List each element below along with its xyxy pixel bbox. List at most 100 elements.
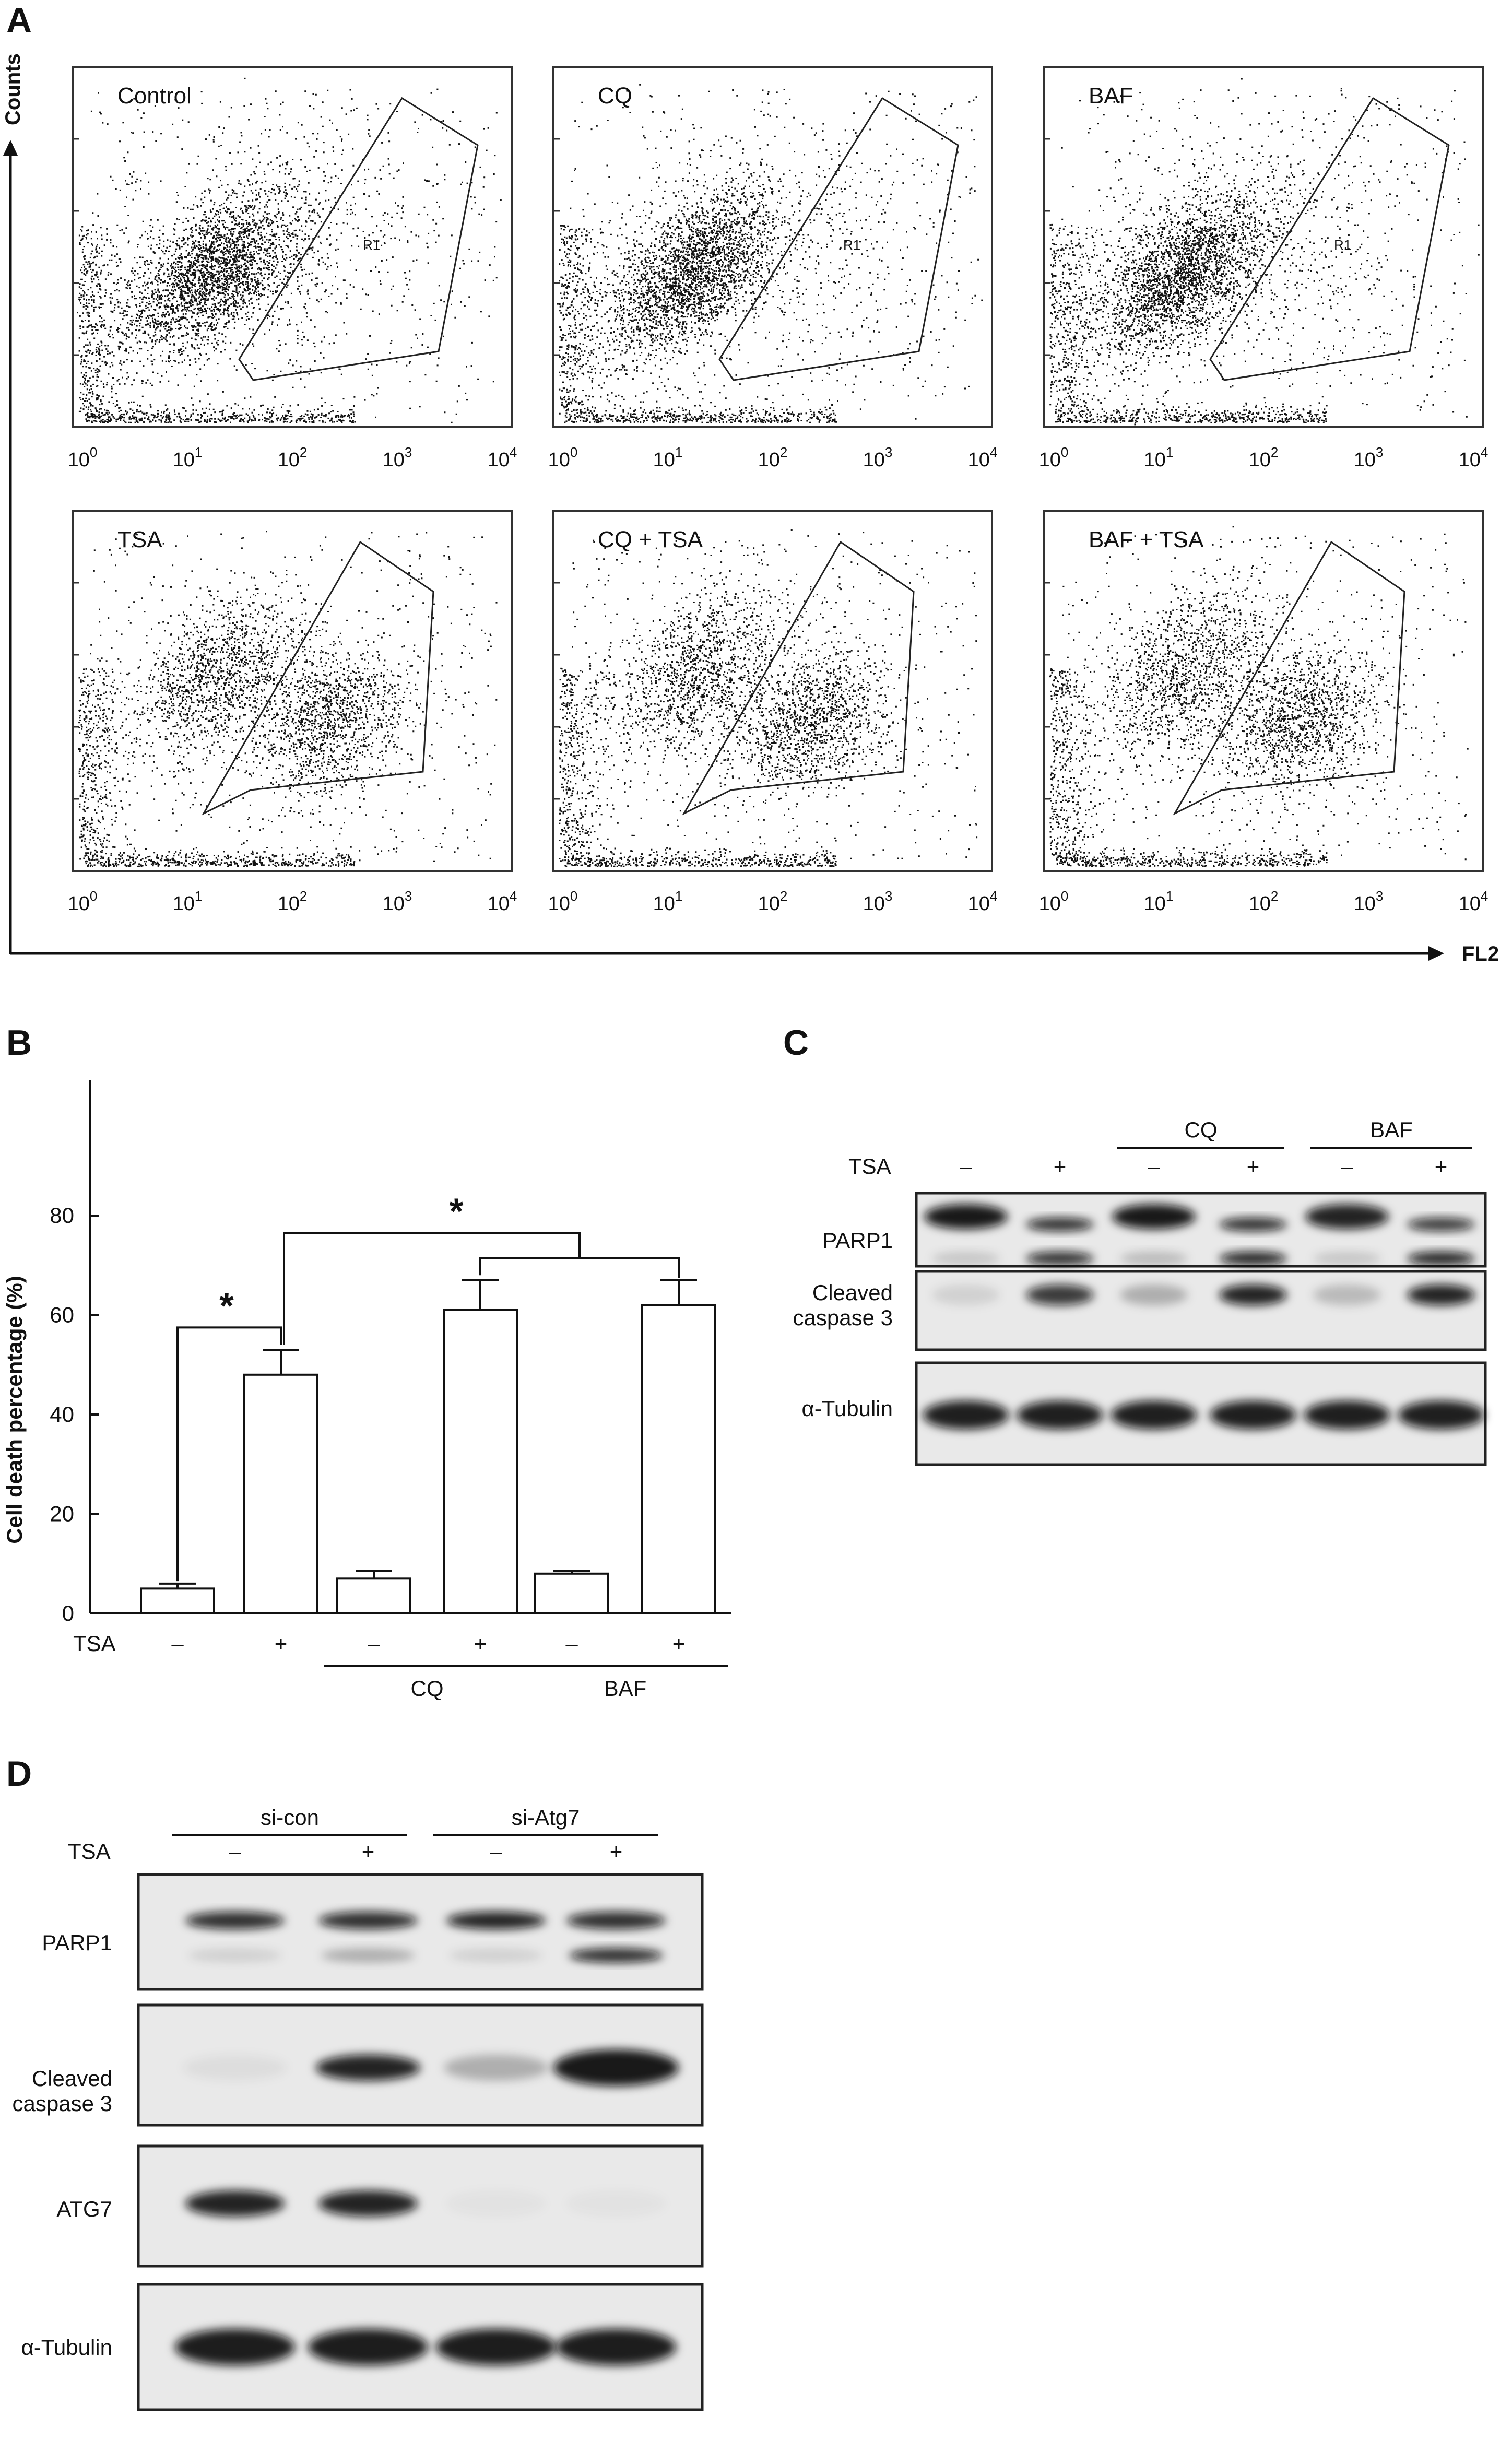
blot-d-band-label: caspase 3 xyxy=(13,2091,112,2116)
atg7-band xyxy=(446,2190,546,2217)
flow-plot-cq-tsa: CQ + TSA 100 101 102 103 104 xyxy=(548,510,998,915)
bar-5 xyxy=(641,1304,716,1614)
significance-bracket-2 xyxy=(283,1232,581,1345)
gate-label: R1 xyxy=(363,237,380,253)
bar-1 xyxy=(243,1373,318,1615)
parp1-cleaved-band xyxy=(1313,1252,1381,1265)
parp1-band xyxy=(1305,1204,1389,1229)
x-tick-label: 100 xyxy=(548,888,578,915)
tubulin-band xyxy=(923,1400,1009,1430)
gate-label: R1 xyxy=(1334,237,1351,253)
group-label: BAF xyxy=(604,1676,647,1701)
parp1-cleaved-band xyxy=(449,1948,543,1963)
caspase3-band xyxy=(1026,1284,1094,1305)
blot-d-lane-sign: – xyxy=(229,1839,241,1864)
blot-c-tsa-label: TSA xyxy=(848,1154,891,1178)
caspase3-band xyxy=(932,1284,1000,1305)
blot-c-lane-sign: + xyxy=(1435,1154,1448,1178)
tubulin-band xyxy=(1111,1400,1197,1430)
r1-gate xyxy=(1173,540,1405,816)
group-label: CQ xyxy=(411,1676,444,1701)
x-tick-label: 101 xyxy=(173,888,203,915)
condition-label: CQ xyxy=(598,83,632,109)
tsa-lane-sign: – xyxy=(171,1631,184,1656)
blot-c-lane-sign: – xyxy=(960,1154,972,1178)
parp1-band xyxy=(924,1204,1008,1229)
x-tick-label: 100 xyxy=(68,888,98,915)
tubulin-band xyxy=(436,2329,556,2365)
flow-plot-tsa: TSA 100 101 102 103 104 xyxy=(68,510,517,915)
x-tick-label: 101 xyxy=(173,444,203,471)
caspase3-band xyxy=(1313,1284,1381,1305)
flow-plot-baf: R1 BAF 100 101 102 103 104 xyxy=(1039,66,1488,471)
counts-arrowhead xyxy=(3,140,18,156)
tubulin-band xyxy=(308,2329,428,2365)
x-tick-label: 101 xyxy=(1144,888,1174,915)
tsa-lane-sign: – xyxy=(565,1631,578,1656)
tubulin-band xyxy=(1304,1400,1390,1430)
bar-0 xyxy=(140,1587,215,1614)
parp1-band xyxy=(1026,1218,1094,1231)
x-tick-label: 102 xyxy=(1249,888,1279,915)
x-tick-label: 101 xyxy=(1144,444,1174,471)
x-tick-label: 102 xyxy=(758,888,788,915)
blot-c-band-label: Cleaved xyxy=(812,1280,893,1305)
blot-d-band-label: Cleaved xyxy=(32,2066,112,2091)
parp1-band xyxy=(1407,1218,1475,1231)
blot-d-lane-sign: – xyxy=(490,1839,502,1864)
y-axis-label: Cell death percentage (%) xyxy=(2,1276,27,1543)
r1-gate xyxy=(1209,97,1450,381)
tubulin-band xyxy=(556,2329,676,2365)
r1-gate xyxy=(238,97,479,381)
parp1-cleaved-band xyxy=(1120,1252,1188,1265)
x-tick-label: 100 xyxy=(1039,444,1069,471)
tubulin-band xyxy=(175,2329,295,2365)
panel-label-a: A xyxy=(6,1,32,40)
parp1-cleaved-band xyxy=(188,1948,282,1963)
counts-axis-label: Counts xyxy=(2,53,25,125)
parp1-band xyxy=(1112,1204,1196,1229)
blot-c-band-label: caspase 3 xyxy=(793,1305,893,1330)
parp1-band xyxy=(185,1912,285,1929)
tsa-lane-sign: + xyxy=(672,1631,686,1656)
blot-d-tsa-label: TSA xyxy=(68,1839,111,1864)
blot-c-band-label: α-Tubulin xyxy=(802,1396,893,1421)
tubulin-band xyxy=(1398,1400,1484,1430)
y-tick-label: 0 xyxy=(62,1601,74,1625)
x-tick-label: 103 xyxy=(1354,888,1384,915)
blot-d-lane-sign: + xyxy=(362,1839,375,1864)
x-tick-label: 103 xyxy=(383,444,412,471)
y-tick-label: 20 xyxy=(50,1502,74,1526)
x-tick-label: 104 xyxy=(968,888,998,915)
cell-death-bar-chart: Cell death percentage (%) TSA 0 20 40 60 80 –… xyxy=(2,1080,731,1701)
caspase3-band xyxy=(553,2049,679,2086)
blot-c-lane-sign: – xyxy=(1148,1154,1160,1178)
r1-gate xyxy=(718,97,959,381)
atg7-band xyxy=(566,2190,666,2217)
plot-frame xyxy=(1043,66,1484,428)
parp1-cleaved-band xyxy=(569,1948,663,1963)
plot-frame xyxy=(552,66,993,428)
x-tick-label: 102 xyxy=(278,444,308,471)
bar-2 xyxy=(336,1577,411,1614)
panel-label-c: C xyxy=(783,1023,809,1063)
x-tick-label: 100 xyxy=(1039,888,1069,915)
plot-frame xyxy=(72,510,513,872)
blot-c-group-label: CQ xyxy=(1185,1117,1218,1142)
bar-4 xyxy=(534,1572,609,1615)
blot-d-band-label: PARP1 xyxy=(42,1930,112,1955)
blot-c-lane-sign: + xyxy=(1054,1154,1067,1178)
caspase3-band xyxy=(1120,1284,1188,1305)
blot-d-membrane-0 xyxy=(137,1873,704,1991)
caspase3-band xyxy=(1407,1284,1475,1305)
x-tick-label: 102 xyxy=(1249,444,1279,471)
panel-label-d: D xyxy=(6,1754,32,1794)
blot-d-group-label: si-con xyxy=(261,1805,319,1830)
fl2-axis-label: FL2 xyxy=(1462,942,1499,965)
r1-gate xyxy=(202,540,434,816)
tubulin-band xyxy=(1210,1400,1296,1430)
panel-label-b: B xyxy=(6,1023,32,1063)
western-blot-d: si-con si-Atg7 TSA – + – + PARP1 Cleavedcaspase … xyxy=(13,1805,704,2411)
flow-plot-cq: R1 CQ 100 101 102 103 104 xyxy=(548,66,997,471)
